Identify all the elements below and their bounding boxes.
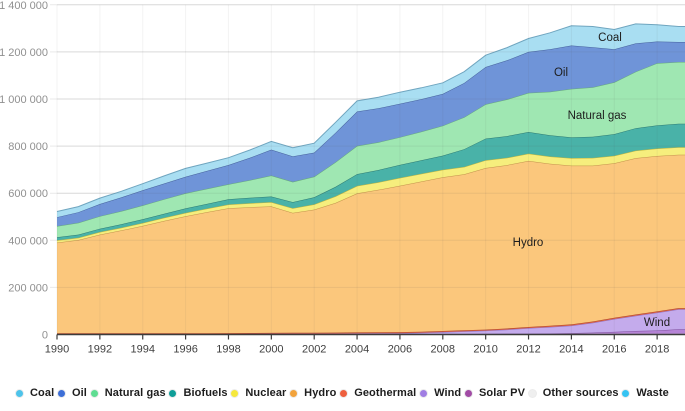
x-axis-label: 2004 [345,344,369,356]
y-axis-label: 800 000 [8,141,48,153]
legend-dot-biofuels [169,389,177,397]
y-axis-label: 400 000 [8,235,48,247]
legend-label: Nuclear [245,387,287,399]
legend-label: Biofuels [183,387,228,399]
legend-dot-natural-gas [90,389,98,397]
legend-item-coal[interactable]: Coal [16,387,54,399]
area-hydro[interactable] [57,154,685,334]
legend-item-waste[interactable]: Waste [622,387,669,399]
x-axis-label: 1998 [216,344,240,356]
legend-dot-nuclear [231,389,239,397]
legend-label: Natural gas [104,387,166,399]
x-axis-label: 2006 [388,344,412,356]
area-oil[interactable] [57,41,685,227]
legend-label: Solar PV [478,387,526,399]
legend-dot-geothermal [340,389,348,397]
legend-item-biofuels[interactable]: Biofuels [169,387,228,399]
legend-label: Geothermal [354,387,417,399]
series-label-wind: Wind [644,317,670,329]
legend-item-hydro[interactable]: Hydro [290,387,336,399]
legend-dot-solar-pv [464,389,472,397]
legend-item-oil[interactable]: Oil [57,387,87,399]
legend-label: Oil [71,387,87,399]
x-axis-label: 2012 [516,344,540,356]
legend-label: Wind [434,387,462,399]
legend-label: Coal [30,387,55,399]
area-natural-gas[interactable] [57,62,685,238]
series-label-hydro: Hydro [513,237,544,249]
x-axis-label: 1990 [45,344,69,356]
legend-item-wind[interactable]: Wind [420,387,461,399]
legend-dot-wind [420,389,428,397]
legend-dot-oil [57,389,65,397]
x-axis-label: 2014 [559,344,583,356]
y-axis-label: 1 000 000 [0,94,48,106]
legend-label: Hydro [304,387,337,399]
legend-item-geothermal[interactable]: Geothermal [340,387,416,399]
x-axis-label: 2016 [602,344,626,356]
x-axis-label: 2018 [645,344,669,356]
area-outline-coal [56,23,685,212]
legend-label: Other sources [542,387,619,399]
legend-item-nuclear[interactable]: Nuclear [231,387,286,399]
legend-label: Waste [636,387,669,399]
series-label-natural-gas: Natural gas [568,110,627,122]
y-axis-label: 200 000 [8,282,48,294]
y-axis-label: 600 000 [8,188,48,200]
x-axis-label: 1996 [173,344,197,356]
area-nuclear[interactable] [57,147,685,243]
x-axis-label: 2002 [302,344,326,356]
legend-dot-other-sources [528,389,536,397]
x-axis-label: 1992 [88,344,112,356]
legend: Coal Oil Natural gas Biofuels Nuclear Hydro Ge… [0,375,685,411]
series-label-coal: Coal [598,32,622,44]
legend-item-other-sources[interactable]: Other sources [528,387,619,399]
legend-item-natural-gas[interactable]: Natural gas [90,387,166,399]
y-axis-label: 1 400 000 [0,0,48,12]
legend-dot-hydro [290,389,298,397]
area-solar-pv[interactable] [57,329,685,335]
area-coal[interactable] [57,23,685,218]
x-axis-label: 1994 [130,344,154,356]
legend-item-solar-pv[interactable]: Solar PV [464,387,526,399]
stacked-area-chart[interactable]: 1990 1992 1994 1996 1998 2000 2002 2004 2006 2008… [0,0,685,375]
area-geothermal[interactable] [57,308,685,335]
y-axis-label: 1 200 000 [0,47,48,59]
legend-dot-coal [16,389,23,397]
x-axis-label: 2008 [431,344,455,356]
y-axis-label: 0 [42,330,48,342]
series-label-oil: Oil [554,67,568,79]
area-biofuels[interactable] [57,123,685,241]
x-axis-label: 2010 [473,344,497,356]
legend-dot-waste [622,389,630,397]
x-axis-label: 2000 [259,344,283,356]
